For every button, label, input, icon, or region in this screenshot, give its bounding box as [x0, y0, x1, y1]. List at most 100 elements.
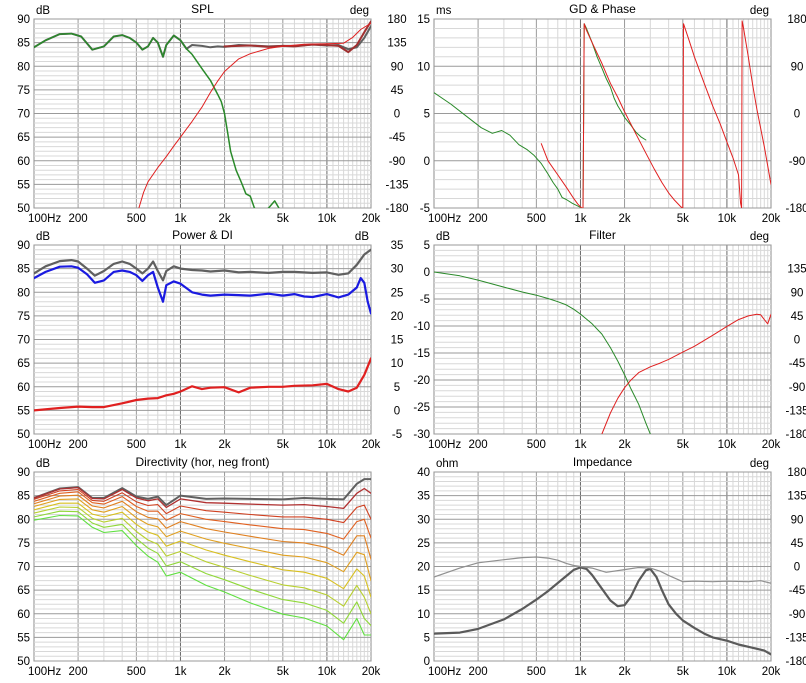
y-tick-label-left: 65 — [17, 132, 30, 144]
series-line — [434, 23, 647, 208]
x-tick-label: 100Hz — [28, 439, 61, 451]
y-tick-label-left: 85 — [17, 264, 30, 276]
y-tick-label-left: 80 — [17, 514, 30, 526]
y-tick-label-right: 45 — [791, 311, 804, 323]
y-tick-label-left: 65 — [17, 358, 30, 370]
y-tick-label-left: 20 — [417, 562, 430, 574]
y-tick-label-right: 45 — [391, 85, 404, 97]
series-line — [601, 313, 771, 434]
y-tick-label-right: 90 — [791, 61, 804, 73]
grid — [34, 18, 371, 209]
x-tick-label: 2k — [618, 666, 630, 678]
x-tick-label: 1k — [174, 439, 186, 451]
x-tick-label: 1k — [174, 666, 186, 678]
x-tick-label: 200 — [68, 213, 87, 225]
x-tick-label: 500 — [527, 666, 546, 678]
x-tick-label: 5k — [277, 439, 289, 451]
x-tick-label: 20k — [762, 439, 781, 451]
series-line — [138, 22, 371, 208]
grid — [34, 471, 371, 662]
y-tick-label-left: 85 — [17, 38, 30, 50]
y-tick-label-left: 70 — [17, 562, 30, 574]
y-tick-label-right: -135 — [385, 179, 408, 191]
y-tick-label-right: -90 — [789, 609, 806, 621]
grid — [434, 471, 771, 662]
y-tick-label-left: -5 — [420, 294, 430, 306]
y-axis-unit-left: dB — [436, 231, 450, 243]
y-tick-label-left: 90 — [17, 14, 30, 26]
x-tick-label: 100Hz — [428, 666, 461, 678]
directivity-chart: 100Hz 200 500 1k 2k 5k 10k 20k 50 55 60 65 70 75 80 85 9… — [17, 455, 380, 678]
series-group — [434, 271, 771, 434]
y-tick-label-right: -135 — [785, 405, 806, 417]
series-line — [34, 248, 371, 282]
y-axis-unit-left: dB — [36, 231, 50, 243]
x-tick-label: 2k — [618, 439, 630, 451]
y-tick-label-left: 55 — [17, 179, 30, 191]
y-tick-label-right: -180 — [785, 656, 806, 668]
x-tick-label: 200 — [68, 666, 87, 678]
x-tick-label: 100Hz — [428, 213, 461, 225]
x-tick-label: 2k — [218, 666, 230, 678]
series-line — [434, 556, 771, 584]
plot-area — [433, 244, 772, 435]
x-tick-label: 5k — [277, 213, 289, 225]
series-line — [34, 502, 371, 598]
series-line — [434, 271, 651, 434]
x-tick-label: 10k — [718, 213, 737, 225]
y-tick-label-left: 55 — [17, 632, 30, 644]
grid — [434, 18, 771, 209]
x-tick-label: 10k — [318, 439, 337, 451]
y-tick-label-right: -90 — [789, 382, 806, 394]
y-tick-label-right: 5 — [394, 382, 400, 394]
y-tick-label-right: 35 — [391, 240, 404, 252]
series-line — [540, 20, 771, 208]
impedance-chart: 100Hz 200 500 1k 2k 5k 10k 20k 0 5 10 15 20 25 30 35 40 -… — [417, 455, 806, 678]
y-tick-label-left: 60 — [17, 156, 30, 168]
y-tick-label-left: 5 — [424, 109, 430, 121]
x-tick-label: 1k — [174, 213, 186, 225]
x-tick-label: 20k — [362, 213, 381, 225]
y-tick-label-left: 55 — [17, 405, 30, 417]
y-tick-label-right: 0 — [394, 109, 400, 121]
y-tick-label-right: 0 — [794, 562, 800, 574]
series-line — [34, 488, 371, 524]
y-tick-label-right: -180 — [785, 429, 806, 441]
series-line — [34, 494, 371, 560]
chart-title: Directivity (hor, neg front) — [135, 455, 269, 469]
y-tick-label-right: -180 — [385, 203, 408, 215]
y-tick-label-left: 25 — [417, 538, 430, 550]
y-tick-label-left: 50 — [17, 429, 30, 441]
x-tick-label: 100Hz — [28, 666, 61, 678]
y-tick-label-left: 75 — [17, 538, 30, 550]
y-tick-label-right: 180 — [387, 14, 406, 26]
x-tick-label: 500 — [127, 666, 146, 678]
series-line — [34, 32, 280, 208]
x-tick-label: 200 — [468, 213, 487, 225]
x-tick-label: 100Hz — [28, 213, 61, 225]
y-tick-label-left: 30 — [417, 514, 430, 526]
series-line — [34, 514, 371, 641]
y-tick-label-right: 10 — [391, 358, 404, 370]
series-line — [34, 498, 371, 582]
y-tick-label-right: -45 — [789, 585, 806, 597]
series-line — [34, 491, 371, 540]
y-tick-label-right: 90 — [791, 514, 804, 526]
y-tick-label-left: 50 — [17, 203, 30, 215]
series-line — [34, 357, 371, 412]
x-tick-label: 20k — [762, 666, 781, 678]
x-tick-label: 5k — [677, 213, 689, 225]
y-tick-label-left: 10 — [417, 61, 430, 73]
y-tick-label-left: 80 — [17, 61, 30, 73]
x-tick-label: 10k — [718, 439, 737, 451]
y-tick-label-left: 15 — [417, 14, 430, 26]
y-tick-label-right: 0 — [794, 335, 800, 347]
series-group — [34, 248, 371, 412]
y-tick-label-left: 10 — [417, 609, 430, 621]
y-tick-label-left: 60 — [17, 609, 30, 621]
x-tick-label: 100Hz — [428, 439, 461, 451]
y-tick-label-left: -15 — [413, 348, 430, 360]
series-line — [34, 510, 371, 627]
y-tick-label-left: 90 — [17, 240, 30, 252]
